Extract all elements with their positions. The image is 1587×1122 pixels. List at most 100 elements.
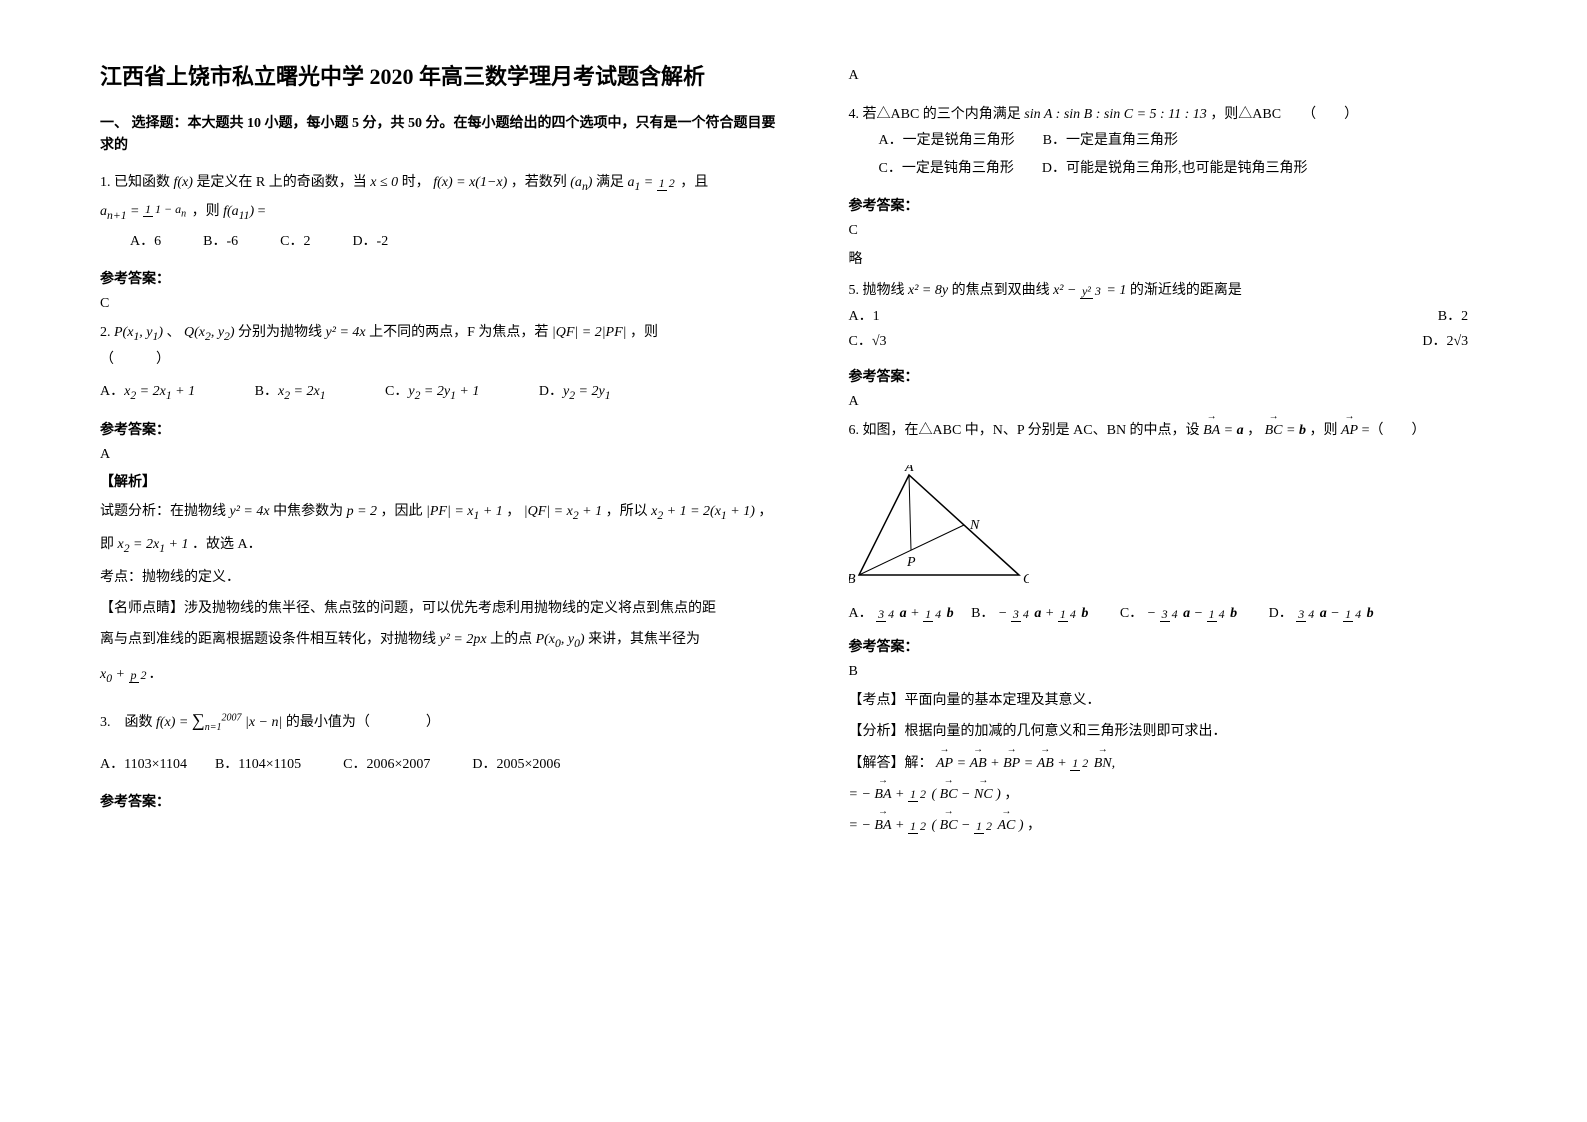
q5-opts-row2: C．√3 D．2√3	[849, 329, 1469, 354]
q2-an-1e: ，所以	[606, 504, 652, 519]
q2-an-res: x2 = 2x1 + 1	[118, 537, 189, 552]
q5-optC: C．√3	[849, 329, 887, 354]
q2-options: A．x2 = 2x1 + 1 B．x2 = 2x1 C．y2 = 2y1 + 1…	[100, 378, 789, 407]
q4-ratio: sin A : sin B : sin C = 5 : 11 : 13	[1024, 107, 1207, 122]
q6-ba: BA = a	[1203, 423, 1244, 438]
q2-analysis-line4a: 【名师点睛】涉及抛物线的焦半径、焦点弦的问题，可以优先考虑利用抛物线的定义将点到…	[100, 596, 789, 621]
q4-answer: C	[849, 223, 1538, 239]
q2-analysis-line3: 考点：抛物线的定义．	[100, 565, 789, 590]
q2-analysis-line1: 试题分析：在抛物线 y² = 4x 中焦参数为 p = 2 ，因此 |PF| =…	[100, 499, 789, 526]
q2-optC-label: C．	[385, 384, 408, 399]
q2-an-pf: |PF| = x1 + 1	[426, 504, 503, 519]
q4-optC: C．一定是钝角三角形 D．可能是锐角三角形,也可能是钝角三角形	[879, 155, 1538, 183]
q3-options: A．1103×1104 B．1104×1105 C．2006×2007 D．20…	[100, 751, 789, 779]
q6-optB: − 34 a + 14 b	[998, 606, 1088, 621]
q1-cond: x ≤ 0	[370, 175, 401, 190]
svg-text:B: B	[849, 572, 856, 585]
answer-label-4: 参考答案：	[849, 195, 1538, 215]
q2-text-c: 分别为抛物线	[238, 325, 326, 340]
q6-optB-label: B．	[971, 606, 994, 621]
q1-eq: f(x) = x(1−x)	[433, 175, 511, 190]
q2-an-qf: |QF| = x2 + 1	[524, 504, 602, 519]
q2-an-1f: ，	[758, 504, 772, 519]
q3-text-a: 3. 函数	[100, 715, 153, 730]
q5-opts-row1: A．1 B．2	[849, 304, 1469, 329]
q3-text-b: 的最小值为（ ）	[286, 715, 440, 730]
triangle-diagram: A B C N P	[849, 465, 1029, 585]
question-6: 6. 如图，在△ABC 中，N、P 分别是 AC、BN 的中点，设 BA = a…	[849, 418, 1538, 443]
q6-text-b: ，	[1247, 423, 1261, 438]
q1-answer: C	[100, 296, 789, 312]
q6-optC: − 34 a − 14 b	[1147, 606, 1237, 621]
q2-analysis-line4b: 离与点到准线的距离根据题设条件相互转化，对抛物线 y² = 2px 上的点 P(…	[100, 627, 789, 654]
q6-answer: B	[849, 664, 1538, 680]
q2-text-d: 上不同的两点，F 为焦点，若	[369, 325, 548, 340]
q6-options: A． 34 a + 14 b B． − 34 a + 14 b C． − 34 …	[849, 600, 1538, 628]
q1-text-d: ，若数列	[511, 175, 567, 190]
left-column: 江西省上饶市私立曙光中学 2020 年高三数学理月考试题含解析 一、 选择题：本…	[100, 60, 819, 1082]
question-4: 4. 若△ABC 的三个内角满足 sin A : sin B : sin C =…	[849, 102, 1538, 183]
q2-optD: y2 = 2y1	[563, 384, 611, 399]
q6-optC-label: C．	[1120, 606, 1143, 621]
q2-analysis-line2: 即 x2 = 2x1 + 1 ．故选 A．	[100, 532, 789, 559]
q6-optD: 34 a − 14 b	[1296, 606, 1373, 621]
question-3: 3. 函数 f(x) = ∑n=12007 |x − n| 的最小值为（ ） A…	[100, 701, 789, 779]
q1-options: A．6 B．-6 C．2 D．-2	[130, 228, 789, 256]
q1-text-b: 是定义在 R 上的奇函数，当	[196, 175, 366, 190]
q5-optB: B．2	[1438, 304, 1468, 329]
q2-an-4c: 上的点	[490, 632, 536, 647]
q5-parab: x² = 8y	[908, 283, 948, 298]
q2-optD-label: D．	[539, 384, 563, 399]
q3-answer: A	[849, 68, 1538, 84]
q2-optA: x2 = 2x1 + 1	[124, 384, 195, 399]
svg-text:C: C	[1023, 572, 1029, 585]
q1-text-c: 时，	[402, 175, 430, 190]
q2-an-parab: y² = 4x	[230, 504, 270, 519]
q5-text-b: 的焦点到双曲线	[952, 283, 1054, 298]
q1-text-h: =	[258, 204, 266, 219]
q6-ap: AP	[1341, 423, 1362, 438]
q1-fx: f(x)	[174, 175, 197, 190]
q2-fr-formula: x0 + p2	[100, 667, 149, 682]
q5-optA: A．1	[849, 304, 880, 329]
q4-text-a: 4. 若△ABC 的三个内角满足	[849, 107, 1025, 122]
q1-text-g: ，则	[192, 204, 220, 219]
q6-an-6-end: ，	[1027, 818, 1041, 833]
q2-an-2a: 即	[100, 537, 118, 552]
q6-an-6-eq: = − BA + 12 ( BC − 12 AC )	[849, 818, 1024, 833]
q6-optA-label: A．	[849, 606, 873, 621]
q2-optB: x2 = 2x1	[278, 384, 326, 399]
q4-note: 略	[849, 247, 1538, 272]
q6-an-3-eq: AP = AB + BP = AB + 12 BN,	[936, 756, 1115, 771]
q5-text-a: 5. 抛物线	[849, 283, 909, 298]
q6-text-d: =（ ）	[1362, 423, 1426, 438]
svg-text:A: A	[904, 465, 914, 475]
q5-optD: D．2√3	[1422, 329, 1468, 354]
q2-an-2b: ．故选 A．	[192, 537, 262, 552]
q2-an-pt: P(x0, y0)	[536, 632, 585, 647]
q2-p: P(x1, y1)	[114, 325, 163, 340]
svg-text:P: P	[906, 555, 916, 570]
q2-an-1b: 中焦参数为	[273, 504, 347, 519]
q1-text-a: 1. 已知函数	[100, 175, 170, 190]
q2-q: Q(x2, y2)	[184, 325, 235, 340]
q4-text-b: ，则△ABC （ ）	[1210, 107, 1358, 122]
answer-label-1: 参考答案：	[100, 268, 789, 288]
q2-focal-radius: x0 + p2．	[100, 660, 789, 691]
q1-an: (an)	[570, 175, 596, 190]
q2-cond: |QF| = 2|PF|	[552, 325, 630, 340]
q6-text-c: ，则	[1309, 423, 1337, 438]
q2-text-a: 2.	[100, 325, 114, 340]
question-2: 2. P(x1, y1) 、 Q(x2, y2) 分别为抛物线 y² = 4x …	[100, 320, 789, 407]
page-title: 江西省上饶市私立曙光中学 2020 年高三数学理月考试题含解析	[100, 60, 789, 93]
q2-an-1c: ，因此	[381, 504, 427, 519]
q2-optC: y2 = 2y1 + 1	[408, 384, 479, 399]
q3-func: f(x) = ∑n=12007 |x − n|	[156, 715, 286, 730]
answer-label-6: 参考答案：	[849, 636, 1538, 656]
question-1: 1. 已知函数 f(x) 是定义在 R 上的奇函数，当 x ≤ 0 时， f(x…	[100, 170, 789, 256]
q4-optA: A．一定是锐角三角形 B．一定是直角三角形	[879, 127, 1538, 155]
q2-an-4b: 离与点到准线的距离根据题设条件相互转化，对抛物线	[100, 632, 440, 647]
q1-fa11: f(a11)	[223, 204, 258, 219]
q5-text-c: 的渐近线的距离是	[1130, 283, 1242, 298]
section-heading: 一、 选择题：本大题共 10 小题，每小题 5 分，共 50 分。在每小题给出的…	[100, 113, 789, 158]
